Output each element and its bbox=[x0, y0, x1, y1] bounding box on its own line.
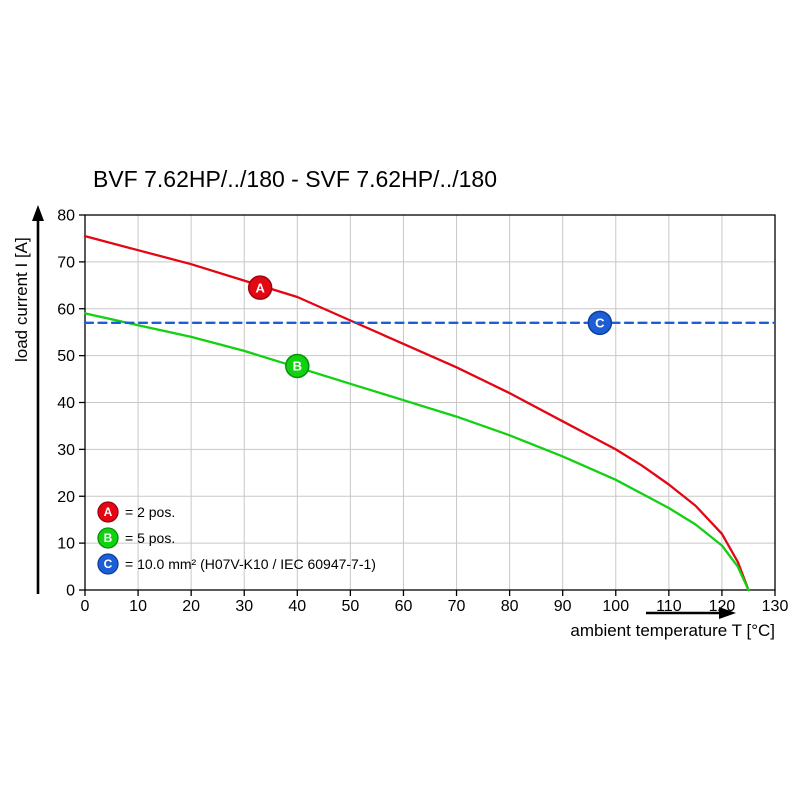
legend-marker-A bbox=[97, 501, 119, 523]
series-marker-letter-B: B bbox=[293, 359, 302, 374]
y-axis-arrow bbox=[32, 205, 44, 594]
series-marker-letter-A: A bbox=[255, 280, 265, 295]
y-tick-label: 60 bbox=[57, 301, 75, 318]
y-tick-label: 20 bbox=[57, 489, 75, 506]
y-tick-label: 0 bbox=[66, 583, 75, 600]
x-axis-arrow bbox=[646, 607, 736, 619]
x-tick-label: 70 bbox=[448, 598, 466, 615]
x-tick-label: 40 bbox=[288, 598, 306, 615]
x-tick-label: 20 bbox=[182, 598, 200, 615]
y-axis-arrowhead bbox=[32, 205, 44, 221]
series-line-B bbox=[83, 312, 750, 592]
legend-marker-letter-A: A bbox=[104, 505, 113, 519]
chart-title: BVF 7.62HP/../180 - SVF 7.62HP/../180 bbox=[93, 166, 497, 192]
x-tick-label: 90 bbox=[554, 598, 572, 615]
legend-marker-letter-B: B bbox=[104, 531, 113, 545]
y-tick-label: 50 bbox=[57, 348, 75, 365]
legend-label-A: = 2 pos. bbox=[125, 504, 175, 520]
legend-marker-C bbox=[97, 553, 119, 575]
x-axis-arrowhead bbox=[719, 607, 736, 619]
x-axis-label: ambient temperature T [°C] bbox=[570, 621, 775, 640]
series-marker-letter-C: C bbox=[595, 315, 605, 330]
y-axis-label: load current I [A] bbox=[12, 237, 31, 362]
x-tick-label: 60 bbox=[395, 598, 413, 615]
x-tick-label: 0 bbox=[81, 598, 90, 615]
legend-label-B: = 5 pos. bbox=[125, 530, 175, 546]
series-line-A bbox=[83, 234, 750, 592]
x-tick-label: 50 bbox=[341, 598, 359, 615]
series-marker-C bbox=[587, 310, 613, 336]
y-tick-label: 10 bbox=[57, 536, 75, 553]
legend-layer: A = 2 pos. B = 5 pos. C = 10.0 mm² (H07V-K10 … bbox=[97, 501, 376, 575]
x-tick-label: 10 bbox=[129, 598, 147, 615]
series-layer: ABC bbox=[83, 234, 777, 592]
x-tick-label: 80 bbox=[501, 598, 519, 615]
x-tick-label: 110 bbox=[656, 598, 682, 615]
y-tick-label: 40 bbox=[57, 395, 75, 412]
x-tick-label: 100 bbox=[602, 598, 629, 615]
tick-layer: 0 10 20 30 40 50 60 70 80 90 100 110 120 130010203040… bbox=[57, 208, 788, 616]
x-tick-label: 130 bbox=[762, 598, 789, 615]
legend-marker-B bbox=[97, 527, 119, 549]
series-marker-A bbox=[247, 275, 273, 300]
legend-label-C: = 10.0 mm² (H07V-K10 / IEC 60947-7-1) bbox=[125, 556, 376, 572]
x-tick-label: 30 bbox=[235, 598, 253, 615]
legend-marker-letter-C: C bbox=[104, 557, 113, 571]
grid-layer bbox=[84, 214, 776, 591]
series-marker-B bbox=[285, 353, 310, 379]
y-tick-label: 30 bbox=[57, 442, 75, 459]
y-tick-label: 70 bbox=[57, 254, 75, 271]
y-tick-label: 80 bbox=[57, 208, 75, 225]
